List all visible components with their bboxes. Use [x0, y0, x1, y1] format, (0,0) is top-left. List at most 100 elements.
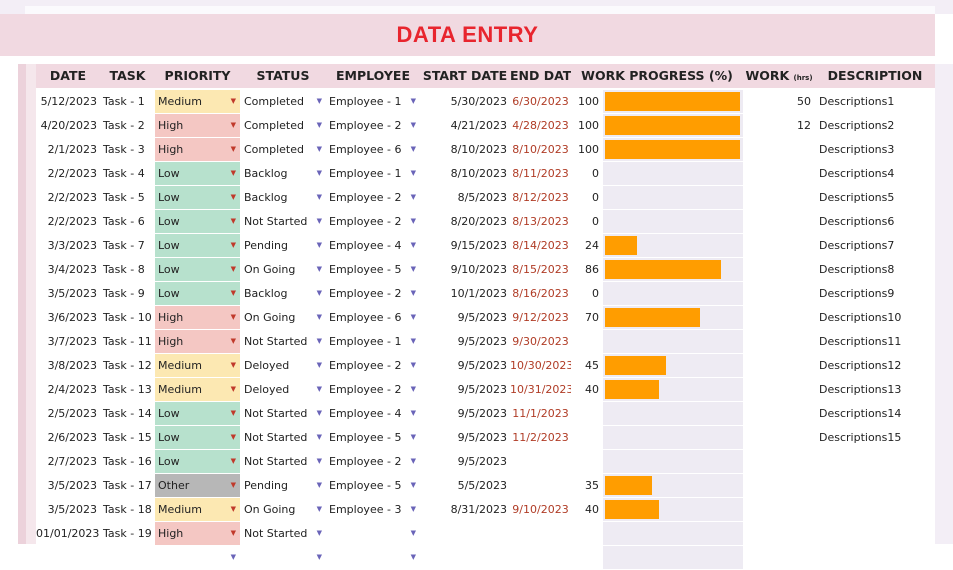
- work-hours-cell[interactable]: [743, 522, 815, 545]
- priority-dropdown[interactable]: Low ▼: [155, 402, 240, 425]
- employee-dropdown[interactable]: Employee - 2 ▼: [326, 114, 420, 137]
- progress-value-cell[interactable]: 40: [585, 503, 599, 516]
- dropdown-arrow-icon[interactable]: ▼: [316, 121, 322, 129]
- progress-value-cell[interactable]: 0: [592, 191, 599, 204]
- description-cell[interactable]: Descriptions14: [819, 407, 902, 420]
- dropdown-arrow-icon[interactable]: ▼: [410, 337, 416, 345]
- work-hours-cell[interactable]: [743, 162, 815, 185]
- status-dropdown[interactable]: On Going ▼: [240, 258, 326, 281]
- end-date-cell[interactable]: 8/10/2023: [512, 143, 569, 156]
- end-date-cell[interactable]: 4/28/2023: [512, 119, 569, 132]
- end-date-cell[interactable]: [510, 546, 571, 569]
- date-cell[interactable]: 3/6/2023: [47, 311, 97, 324]
- dropdown-arrow-icon[interactable]: ▼: [316, 529, 322, 537]
- dropdown-arrow-icon[interactable]: ▼: [410, 505, 416, 513]
- dropdown-arrow-icon[interactable]: ▼: [316, 553, 322, 561]
- work-hours-cell[interactable]: [743, 354, 815, 377]
- end-date-cell[interactable]: 8/13/2023: [512, 215, 569, 228]
- dropdown-arrow-icon[interactable]: ▼: [230, 217, 236, 225]
- priority-dropdown[interactable]: Low ▼: [155, 258, 240, 281]
- work-hours-cell[interactable]: [743, 402, 815, 425]
- dropdown-arrow-icon[interactable]: ▼: [410, 289, 416, 297]
- dropdown-arrow-icon[interactable]: ▼: [316, 457, 322, 465]
- task-cell[interactable]: Task - 16: [103, 455, 152, 468]
- task-cell[interactable]: Task - 12: [103, 359, 152, 372]
- work-hours-cell[interactable]: [743, 426, 815, 449]
- date-cell[interactable]: 2/2/2023: [47, 167, 97, 180]
- employee-dropdown[interactable]: ▼: [326, 546, 420, 569]
- description-cell[interactable]: Descriptions2: [819, 119, 895, 132]
- dropdown-arrow-icon[interactable]: ▼: [230, 97, 236, 105]
- employee-dropdown[interactable]: Employee - 2 ▼: [326, 354, 420, 377]
- priority-dropdown[interactable]: High ▼: [155, 138, 240, 161]
- work-hours-cell[interactable]: [743, 210, 815, 233]
- status-dropdown[interactable]: Backlog ▼: [240, 162, 326, 185]
- dropdown-arrow-icon[interactable]: ▼: [230, 553, 236, 561]
- work-hours-cell[interactable]: 50: [797, 95, 811, 108]
- progress-value-cell[interactable]: 45: [585, 359, 599, 372]
- dropdown-arrow-icon[interactable]: ▼: [316, 481, 322, 489]
- start-date-cell[interactable]: 8/10/2023: [450, 167, 507, 180]
- dropdown-arrow-icon[interactable]: ▼: [230, 265, 236, 273]
- end-date-cell[interactable]: 10/30/2023: [510, 359, 571, 372]
- description-cell[interactable]: [815, 474, 935, 497]
- dropdown-arrow-icon[interactable]: ▼: [316, 313, 322, 321]
- end-date-cell[interactable]: 8/16/2023: [512, 287, 569, 300]
- employee-dropdown[interactable]: Employee - 5 ▼: [326, 258, 420, 281]
- task-cell[interactable]: Task - 8: [103, 263, 145, 276]
- dropdown-arrow-icon[interactable]: ▼: [230, 385, 236, 393]
- end-date-cell[interactable]: 9/10/2023: [512, 503, 569, 516]
- task-cell[interactable]: Task - 1: [103, 95, 145, 108]
- end-date-cell[interactable]: [510, 522, 571, 545]
- end-date-cell[interactable]: 9/30/2023: [512, 335, 569, 348]
- dropdown-arrow-icon[interactable]: ▼: [410, 361, 416, 369]
- dropdown-arrow-icon[interactable]: ▼: [410, 145, 416, 153]
- dropdown-arrow-icon[interactable]: ▼: [410, 97, 416, 105]
- dropdown-arrow-icon[interactable]: ▼: [316, 433, 322, 441]
- dropdown-arrow-icon[interactable]: ▼: [410, 481, 416, 489]
- description-cell[interactable]: Descriptions5: [819, 191, 895, 204]
- work-hours-cell[interactable]: [743, 378, 815, 401]
- dropdown-arrow-icon[interactable]: ▼: [230, 337, 236, 345]
- task-cell[interactable]: Task - 5: [103, 191, 145, 204]
- status-dropdown[interactable]: On Going ▼: [240, 498, 326, 521]
- description-cell[interactable]: Descriptions4: [819, 167, 895, 180]
- status-dropdown[interactable]: Backlog ▼: [240, 282, 326, 305]
- status-dropdown[interactable]: Not Started ▼: [240, 522, 326, 545]
- dropdown-arrow-icon[interactable]: ▼: [316, 241, 322, 249]
- description-cell[interactable]: Descriptions10: [819, 311, 902, 324]
- status-dropdown[interactable]: Not Started ▼: [240, 210, 326, 233]
- date-cell[interactable]: 3/4/2023: [47, 263, 97, 276]
- description-cell[interactable]: Descriptions7: [819, 239, 895, 252]
- date-cell[interactable]: 3/5/2023: [47, 503, 97, 516]
- status-dropdown[interactable]: Not Started ▼: [240, 450, 326, 473]
- dropdown-arrow-icon[interactable]: ▼: [230, 529, 236, 537]
- work-hours-cell[interactable]: [743, 474, 815, 497]
- status-dropdown[interactable]: Not Started ▼: [240, 426, 326, 449]
- end-date-cell[interactable]: 8/12/2023: [512, 191, 569, 204]
- employee-dropdown[interactable]: Employee - 1 ▼: [326, 162, 420, 185]
- start-date-cell[interactable]: 5/5/2023: [457, 479, 507, 492]
- dropdown-arrow-icon[interactable]: ▼: [316, 337, 322, 345]
- date-cell[interactable]: 2/6/2023: [47, 431, 97, 444]
- start-date-cell[interactable]: 9/5/2023: [457, 455, 507, 468]
- priority-dropdown[interactable]: Low ▼: [155, 282, 240, 305]
- start-date-cell[interactable]: [420, 522, 510, 545]
- dropdown-arrow-icon[interactable]: ▼: [316, 385, 322, 393]
- end-date-cell[interactable]: 8/11/2023: [512, 167, 569, 180]
- status-dropdown[interactable]: On Going ▼: [240, 306, 326, 329]
- priority-dropdown[interactable]: Low ▼: [155, 450, 240, 473]
- dropdown-arrow-icon[interactable]: ▼: [316, 505, 322, 513]
- progress-value-cell[interactable]: 86: [585, 263, 599, 276]
- priority-dropdown[interactable]: Low ▼: [155, 210, 240, 233]
- dropdown-arrow-icon[interactable]: ▼: [410, 409, 416, 417]
- dropdown-arrow-icon[interactable]: ▼: [410, 217, 416, 225]
- start-date-cell[interactable]: 4/21/2023: [450, 119, 507, 132]
- description-cell[interactable]: Descriptions11: [819, 335, 902, 348]
- employee-dropdown[interactable]: Employee - 3 ▼: [326, 498, 420, 521]
- date-cell[interactable]: 2/7/2023: [47, 455, 97, 468]
- employee-dropdown[interactable]: ▼: [326, 522, 420, 545]
- work-hours-cell[interactable]: [743, 330, 815, 353]
- work-hours-cell[interactable]: [743, 546, 815, 569]
- start-date-cell[interactable]: 9/15/2023: [450, 239, 507, 252]
